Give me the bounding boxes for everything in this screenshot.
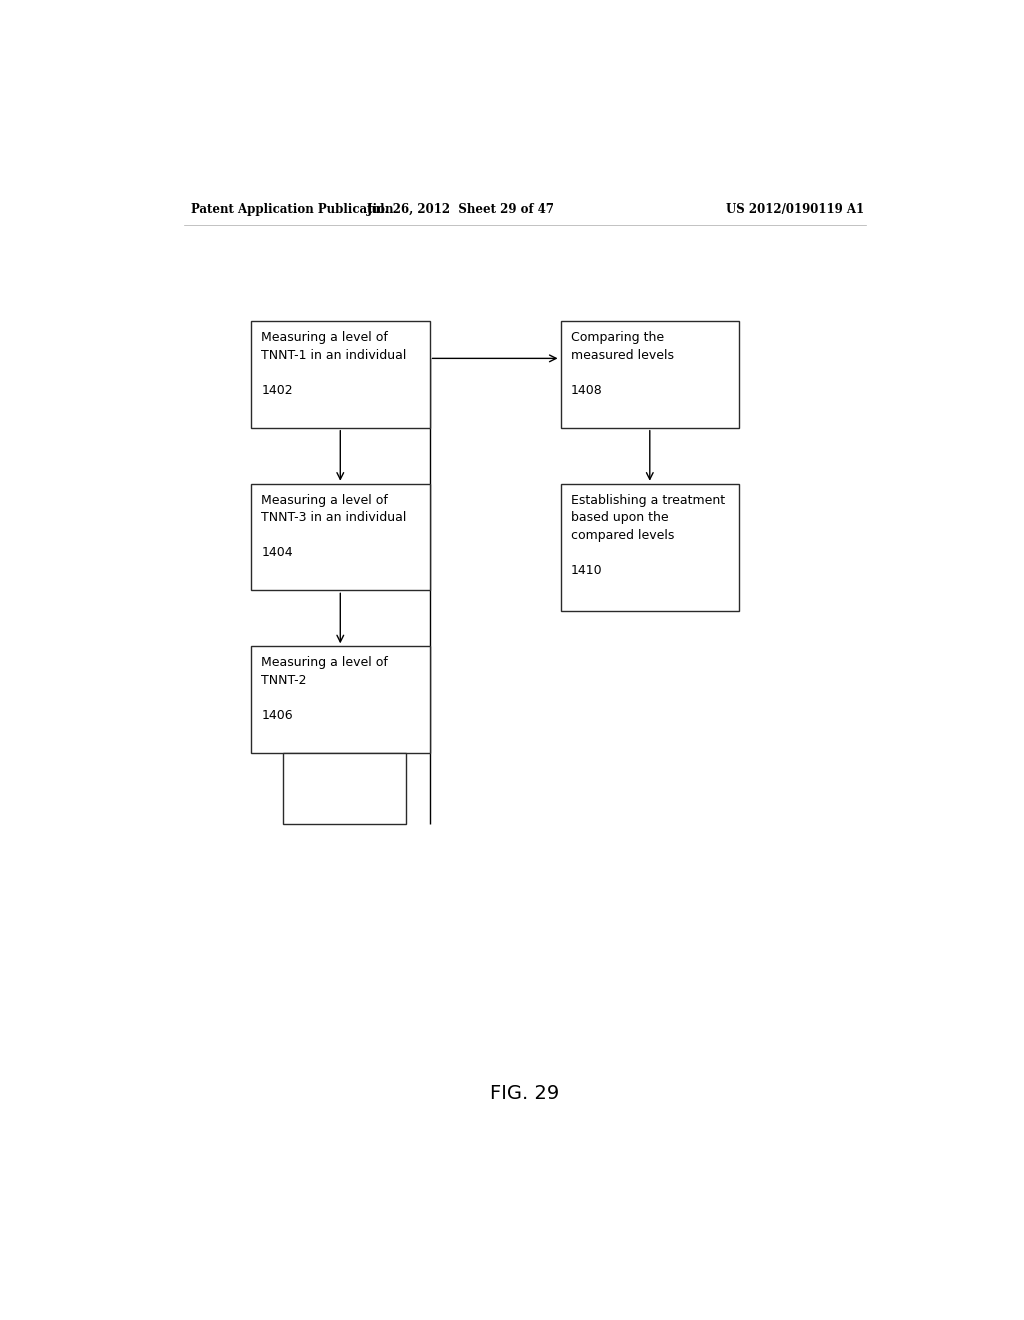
- FancyBboxPatch shape: [251, 321, 430, 428]
- Text: Measuring a level of
TNNT-1 in an individual

1402: Measuring a level of TNNT-1 in an indivi…: [261, 331, 407, 397]
- Text: Establishing a treatment
based upon the
compared levels

1410: Establishing a treatment based upon the …: [570, 494, 725, 577]
- FancyBboxPatch shape: [251, 647, 430, 752]
- FancyBboxPatch shape: [560, 321, 739, 428]
- Text: FIG. 29: FIG. 29: [490, 1084, 559, 1104]
- FancyBboxPatch shape: [283, 752, 406, 824]
- Text: Patent Application Publication: Patent Application Publication: [191, 203, 394, 215]
- FancyBboxPatch shape: [251, 483, 430, 590]
- Text: Comparing the
measured levels

1408: Comparing the measured levels 1408: [570, 331, 674, 397]
- Text: US 2012/0190119 A1: US 2012/0190119 A1: [726, 203, 863, 215]
- Text: Measuring a level of
TNNT-3 in an individual

1404: Measuring a level of TNNT-3 in an indivi…: [261, 494, 407, 560]
- Text: Measuring a level of
TNNT-2

1406: Measuring a level of TNNT-2 1406: [261, 656, 388, 722]
- FancyBboxPatch shape: [560, 483, 739, 611]
- Text: Jul. 26, 2012  Sheet 29 of 47: Jul. 26, 2012 Sheet 29 of 47: [368, 203, 555, 215]
